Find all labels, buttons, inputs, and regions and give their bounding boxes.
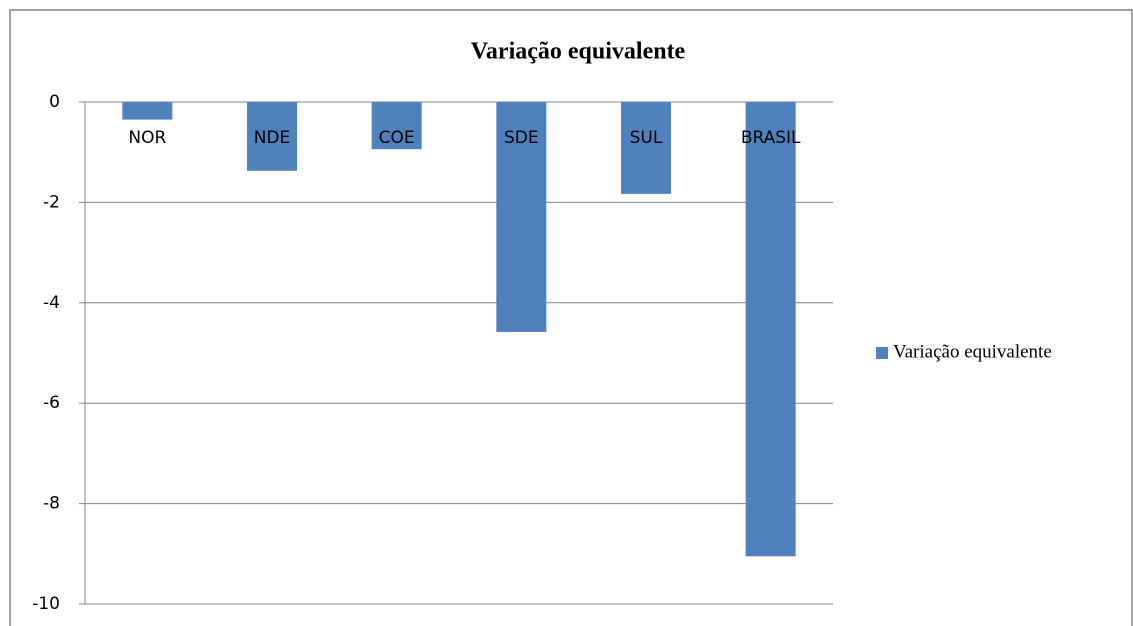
- x-tick-label: SUL: [630, 128, 663, 148]
- bar: [621, 102, 671, 194]
- y-tick-label: 0: [49, 92, 60, 112]
- bar: [371, 102, 422, 150]
- bar: [496, 102, 547, 332]
- bar: [745, 102, 796, 557]
- x-tick-label: BRASIL: [741, 128, 801, 148]
- legend-swatch: [876, 347, 888, 359]
- y-tick-label: -10: [32, 594, 60, 614]
- x-tick-label: NDE: [254, 128, 291, 148]
- bar: [122, 102, 173, 120]
- legend-label: Variação equivalente: [893, 341, 1052, 362]
- x-tick-label: SDE: [504, 128, 539, 148]
- x-tick-label: COE: [379, 128, 415, 148]
- bar: [247, 102, 297, 171]
- x-tick-label: NOR: [128, 128, 166, 148]
- y-tick-label: -2: [43, 192, 60, 212]
- chart-title: Variação equivalente: [471, 39, 686, 65]
- chart-border: [9, 9, 1133, 626]
- y-tick-label: -4: [43, 293, 60, 313]
- y-tick-label: -8: [43, 494, 60, 514]
- y-tick-label: -6: [43, 393, 60, 413]
